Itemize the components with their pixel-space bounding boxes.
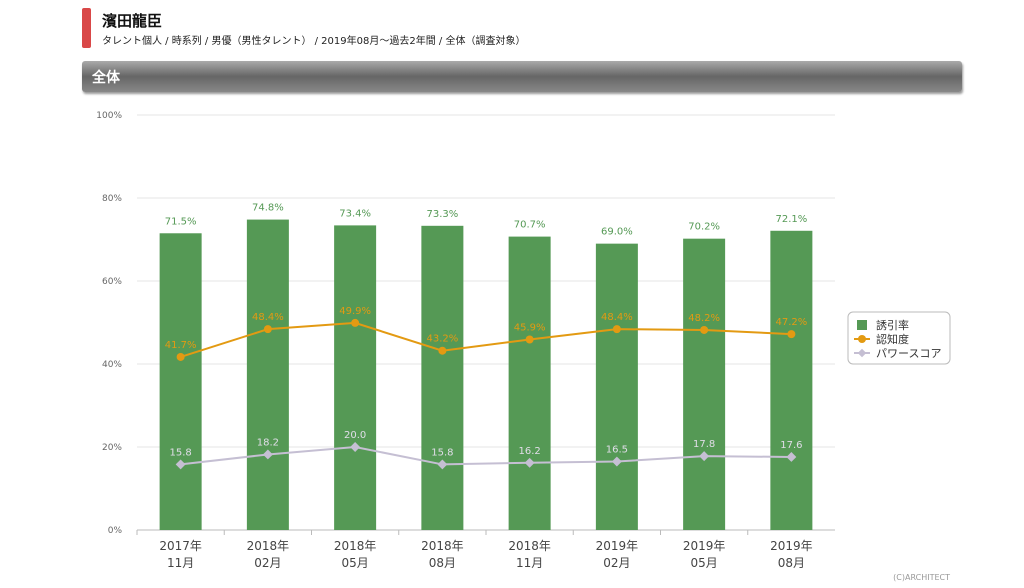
line-data-label: 15.8 [169, 447, 191, 458]
bar [159, 233, 202, 530]
legend-label: パワースコア [876, 347, 941, 360]
legend-swatch [857, 320, 867, 330]
bar-data-label: 70.2% [688, 222, 720, 233]
line-data-label: 48.2% [688, 313, 720, 324]
page-title: 濱田龍臣 [102, 12, 163, 30]
x-tick-label: 2018年 [247, 539, 290, 553]
line-data-label: 48.4% [601, 312, 633, 323]
section-title: 全体 [92, 70, 120, 86]
point [175, 459, 186, 470]
x-tick-label: 2019年 [770, 539, 813, 553]
line-data-label: 16.2 [518, 446, 540, 457]
line-data-label: 43.2% [426, 334, 458, 345]
point [700, 325, 709, 334]
y-tick-label: 40% [102, 360, 122, 370]
line-data-label: 16.5 [606, 445, 628, 456]
x-tick-label: 11月 [167, 556, 194, 570]
line-data-label: 17.8 [693, 439, 715, 450]
line-data-label: 41.7% [165, 340, 197, 351]
point [612, 325, 621, 334]
line-data-label: 18.2 [257, 437, 279, 448]
point [262, 449, 273, 460]
bar-data-label: 70.7% [514, 220, 546, 231]
point [699, 451, 710, 462]
series-line [180, 445, 792, 466]
bar-data-label: 71.5% [165, 216, 197, 227]
point [438, 346, 447, 355]
x-tick-label: 2019年 [596, 539, 639, 553]
line-data-label: 45.9% [514, 323, 546, 334]
bar-data-label: 73.3% [426, 209, 458, 220]
x-tick-label: 08月 [429, 556, 456, 570]
x-tick-label: 02月 [603, 556, 630, 570]
line-data-label: 47.2% [775, 317, 807, 328]
bar [595, 243, 638, 530]
x-tick-label: 2017年 [159, 539, 202, 553]
x-tick-label: 11月 [516, 556, 543, 570]
copyright: (C)ARCHITECT [893, 573, 950, 582]
accent-bar [82, 8, 91, 48]
point [437, 459, 448, 470]
line-data-label: 15.8 [431, 447, 453, 458]
legend-label: 誘引率 [876, 318, 909, 332]
bar-data-label: 69.0% [601, 227, 633, 238]
x-tick-label: 2018年 [508, 539, 551, 553]
legend-marker [858, 335, 866, 343]
y-tick-label: 100% [96, 111, 122, 121]
x-tick-label: 02月 [254, 556, 281, 570]
bar [508, 236, 551, 530]
line-data-label: 17.6 [780, 440, 802, 451]
line-data-label: 48.4% [252, 312, 284, 323]
y-tick-label: 0% [108, 526, 123, 536]
series-line [180, 321, 792, 358]
x-tick-label: 05月 [341, 556, 368, 570]
bar-data-label: 72.1% [775, 214, 807, 225]
bar-data-label: 73.4% [339, 208, 371, 219]
x-tick-label: 08月 [778, 556, 805, 570]
bar [683, 238, 726, 531]
legend-label: 認知度 [876, 332, 909, 346]
point [350, 442, 361, 452]
bar [246, 219, 289, 530]
point [351, 318, 360, 327]
point [786, 452, 797, 462]
breadcrumb: タレント個人 / 時系列 / 男優（男性タレント） / 2019年08月～過去2… [102, 36, 526, 47]
point [176, 352, 185, 361]
point [525, 335, 534, 344]
bar [770, 230, 813, 530]
legend [847, 311, 951, 365]
y-tick-label: 20% [102, 443, 122, 453]
bar [421, 225, 464, 530]
x-tick-label: 2018年 [421, 539, 464, 553]
point [787, 330, 796, 339]
y-tick-label: 80% [102, 194, 122, 204]
point [263, 325, 272, 334]
line-data-label: 20.0 [344, 430, 366, 441]
bar [334, 225, 377, 530]
x-tick-label: 2019年 [683, 539, 726, 553]
y-tick-label: 60% [102, 277, 122, 287]
section-header: 全体 [82, 61, 962, 92]
x-tick-label: 2018年 [334, 539, 377, 553]
bar-data-label: 74.8% [252, 203, 284, 214]
x-tick-label: 05月 [690, 556, 717, 570]
legend-marker [857, 348, 867, 358]
line-data-label: 49.9% [339, 306, 371, 317]
point [611, 456, 622, 467]
point [524, 457, 535, 468]
